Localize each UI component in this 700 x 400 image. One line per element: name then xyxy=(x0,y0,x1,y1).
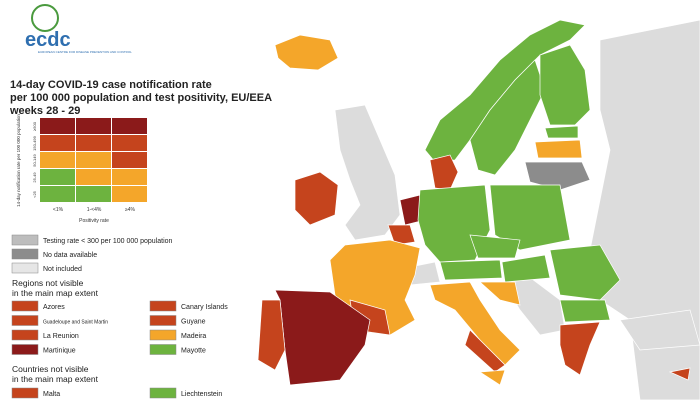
turkey xyxy=(619,309,700,351)
matrix-row-label: 50-149 xyxy=(32,154,37,167)
matrix-y-label: 14-day notification rate per 100 000 pop… xyxy=(16,114,21,207)
denmark xyxy=(429,154,459,191)
legend-label: Canary Islands xyxy=(181,304,228,311)
matrix-cell xyxy=(112,118,147,134)
belgium xyxy=(387,224,416,246)
greece xyxy=(559,321,601,376)
legend-label: Not included xyxy=(43,266,82,273)
legend-label: Azores xyxy=(43,304,65,311)
legend-swatch xyxy=(149,344,177,355)
matrix-cell xyxy=(76,135,111,151)
matrix-cell xyxy=(40,152,75,168)
romania xyxy=(549,244,621,301)
legend-heading: in the main map extent xyxy=(12,374,99,384)
matrix-cell xyxy=(76,118,111,134)
iceland xyxy=(274,34,339,71)
norway xyxy=(424,19,586,163)
matrix-cell xyxy=(40,135,75,151)
matrix-cell xyxy=(76,152,111,168)
estonia xyxy=(544,125,579,139)
latvia xyxy=(534,139,583,159)
sicily xyxy=(478,369,506,386)
legend-swatch xyxy=(11,248,39,260)
germany xyxy=(417,184,491,263)
poland xyxy=(489,184,571,251)
legend-swatch xyxy=(11,329,39,341)
croatia xyxy=(479,281,521,306)
bulgaria xyxy=(559,299,611,323)
legend-panel: ecdc EUROPEAN CENTRE FOR DISEASE PREVENT… xyxy=(9,4,272,399)
legend-label: Martinique xyxy=(43,348,76,355)
legend-swatch xyxy=(149,387,177,399)
legend-swatch xyxy=(149,300,177,312)
finland xyxy=(539,44,591,126)
cyprus xyxy=(668,367,691,381)
legend-swatch xyxy=(11,387,39,399)
matrix-cell xyxy=(40,169,75,185)
matrix-cell xyxy=(112,169,147,185)
legend-label: Guadeloupe and Saint Martin xyxy=(43,320,108,326)
legend-label: No data available xyxy=(43,252,97,259)
legend-label: Liechtenstein xyxy=(181,391,222,398)
legend-label: Malta xyxy=(43,391,60,398)
legend-swatch xyxy=(11,234,39,246)
legend-label: La Reunion xyxy=(43,333,79,340)
matrix-column-label: 1-<4% xyxy=(87,207,102,213)
organisation: EUROPEAN CENTRE FOR DISEASE PREVENTION A… xyxy=(38,50,132,54)
matrix-cell xyxy=(76,186,111,202)
matrix-cell xyxy=(112,152,147,168)
matrix-cell xyxy=(76,169,111,185)
legend-swatch xyxy=(149,329,177,341)
title: 14-day COVID-19 case notification rate xyxy=(10,79,212,91)
legend-swatch xyxy=(11,344,39,355)
matrix-row-label: ≥500 xyxy=(32,121,37,131)
title: per 100 000 population and test positivi… xyxy=(10,92,272,104)
matrix-row-label: 25-49 xyxy=(32,172,37,183)
legend-label: Guyane xyxy=(181,319,206,326)
matrix-row-label: 150-499 xyxy=(32,135,37,150)
legend-heading: Countries not visible xyxy=(12,364,89,374)
legend-heading: in the main map extent xyxy=(12,288,99,298)
title: weeks 28 - 29 xyxy=(9,105,80,117)
matrix-x-label: Positivity rate xyxy=(79,218,109,224)
matrix-cell xyxy=(112,186,147,202)
matrix-row-label: <25 xyxy=(32,190,37,198)
logo-text: ecdc xyxy=(25,29,71,51)
matrix-cell xyxy=(40,118,75,134)
hungary xyxy=(501,254,551,283)
legend-label: Mayotte xyxy=(181,348,206,355)
austria xyxy=(439,259,503,281)
legend-label: Testing rate < 300 per 100 000 populatio… xyxy=(43,238,173,245)
matrix-column-label: <1% xyxy=(53,207,64,213)
matrix-column-label: ≥4% xyxy=(125,207,136,213)
legend-heading: Regions not visible xyxy=(12,278,84,288)
ireland xyxy=(294,171,339,226)
matrix-cell xyxy=(112,135,147,151)
matrix-cell xyxy=(40,186,75,202)
logo-globe xyxy=(31,4,59,32)
legend-swatch xyxy=(11,300,39,312)
lithuania xyxy=(524,161,591,191)
sweden xyxy=(469,59,546,176)
legend-swatch xyxy=(11,262,39,274)
map xyxy=(257,19,700,400)
italy xyxy=(429,281,521,366)
legend-swatch xyxy=(11,315,39,326)
legend-label: Madeira xyxy=(181,333,206,340)
united-kingdom xyxy=(334,104,401,241)
portugal xyxy=(257,299,286,371)
legend-swatch xyxy=(149,315,177,326)
czechia xyxy=(469,234,521,259)
